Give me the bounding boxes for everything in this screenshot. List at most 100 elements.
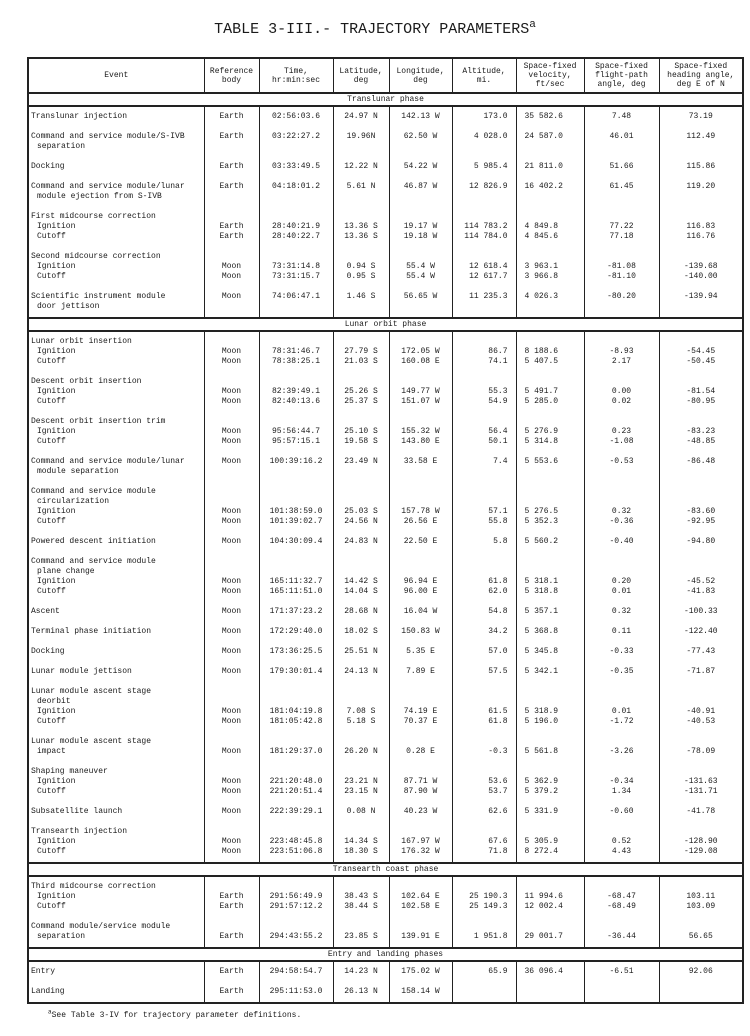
cell-velocity: 5 560.2	[515, 532, 585, 552]
cell-reference-body: Earth	[203, 232, 260, 247]
cell-reference-body	[203, 467, 260, 482]
table-row: Third midcourse correction	[27, 876, 744, 892]
cell-flight-path-angle: 0.23	[583, 427, 660, 437]
cell-flight-path-angle: 77.18	[583, 232, 660, 247]
cell-velocity	[515, 467, 585, 482]
cell-latitude	[332, 331, 390, 347]
cell-event: Lunar module jettison	[27, 662, 205, 682]
cell-reference-body: Moon	[203, 452, 260, 467]
cell-velocity	[515, 412, 585, 427]
cell-latitude: 18.02 S	[332, 622, 390, 642]
cell-time: 295:11:53.0	[258, 982, 334, 1003]
cell-reference-body: Moon	[203, 577, 260, 587]
cell-reference-body: Moon	[203, 287, 260, 302]
cell-latitude	[332, 247, 390, 262]
cell-heading-angle: -86.48	[658, 452, 744, 467]
table-row: Docking Moon 173:36:25.5 25.51 N 5.35 E 57.0 5…	[27, 642, 744, 662]
cell-reference-body: Earth	[203, 892, 260, 902]
cell-velocity	[515, 682, 585, 697]
cell-longitude	[388, 207, 453, 222]
cell-velocity: 8 188.6	[515, 347, 585, 357]
cell-longitude	[388, 876, 453, 892]
cell-flight-path-angle: 0.01	[583, 707, 660, 717]
cell-reference-body: Earth	[203, 932, 260, 948]
table-header-row: Event Reference body Time, hr:min:sec La…	[27, 57, 744, 94]
cell-event: Cutoff	[27, 357, 205, 372]
cell-reference-body	[203, 822, 260, 837]
footnote: aSee Table 3-IV for trajectory parameter…	[48, 1008, 750, 1021]
cell-time	[258, 142, 334, 157]
cell-latitude	[332, 732, 390, 747]
cell-longitude: 0.28 E	[388, 747, 453, 762]
cell-velocity	[515, 762, 585, 777]
cell-velocity: 24 587.0	[515, 127, 585, 142]
cell-flight-path-angle: -0.60	[583, 802, 660, 822]
cell-latitude	[332, 192, 390, 207]
cell-flight-path-angle	[583, 207, 660, 222]
cell-velocity: 5 352.3	[515, 517, 585, 532]
cell-time: 181:29:37.0	[258, 747, 334, 762]
cell-heading-angle: -78.09	[658, 747, 744, 762]
footnote-mark: a	[48, 1008, 52, 1016]
cell-velocity	[515, 982, 585, 1003]
table-row: Cutoff Moon 221:20:51.4 23.15 N 87.90 W 53.7 5…	[27, 787, 744, 802]
column-header-heading-angle: Space-fixed heading angle, deg E of N	[658, 57, 744, 94]
cell-altitude	[451, 412, 517, 427]
cell-event: Shaping maneuver	[27, 762, 205, 777]
cell-event: Entry	[27, 961, 205, 982]
cell-heading-angle	[658, 467, 744, 482]
cell-altitude	[451, 331, 517, 347]
cell-longitude	[388, 822, 453, 837]
cell-heading-angle: -83.23	[658, 427, 744, 437]
cell-longitude	[388, 302, 453, 318]
cell-reference-body: Earth	[203, 222, 260, 232]
cell-altitude: 50.1	[451, 437, 517, 452]
cell-heading-angle	[658, 497, 744, 507]
cell-latitude: 24.97 N	[332, 106, 390, 127]
cell-time: 74:06:47.1	[258, 287, 334, 302]
cell-event: Landing	[27, 982, 205, 1003]
column-header-event: Event	[27, 57, 205, 94]
cell-velocity: 5 276.5	[515, 507, 585, 517]
table-row: Command and service module/lunar Moon 100:…	[27, 452, 744, 467]
cell-longitude: 62.50 W	[388, 127, 453, 142]
cell-velocity	[515, 552, 585, 567]
cell-event: Third midcourse correction	[27, 876, 205, 892]
cell-latitude: 25.37 S	[332, 397, 390, 412]
cell-velocity	[515, 302, 585, 318]
cell-event: Cutoff	[27, 517, 205, 532]
cell-heading-angle	[658, 876, 744, 892]
cell-event: door jettison	[27, 302, 205, 318]
cell-time	[258, 331, 334, 347]
table-row: Lunar module ascent stage	[27, 732, 744, 747]
table-row: separation	[27, 142, 744, 157]
cell-longitude: 46.87 W	[388, 177, 453, 192]
cell-longitude: 160.08 E	[388, 357, 453, 372]
cell-altitude: 57.1	[451, 507, 517, 517]
cell-altitude: 34.2	[451, 622, 517, 642]
cell-heading-angle: -92.95	[658, 517, 744, 532]
cell-latitude: 19.58 S	[332, 437, 390, 452]
cell-reference-body	[203, 192, 260, 207]
cell-altitude: 74.1	[451, 357, 517, 372]
cell-flight-path-angle: -0.40	[583, 532, 660, 552]
table-row: Cutoff Moon 165:11:51.0 14.04 S 96.00 E 62.0 5…	[27, 587, 744, 602]
cell-velocity: 8 272.4	[515, 847, 585, 863]
cell-velocity	[515, 192, 585, 207]
cell-event: module ejection from S-IVB	[27, 192, 205, 207]
table-title-text: TABLE 3-III.- TRAJECTORY PARAMETERS	[214, 21, 530, 38]
cell-event: Ascent	[27, 602, 205, 622]
cell-reference-body	[203, 497, 260, 507]
cell-heading-angle: -122.40	[658, 622, 744, 642]
cell-heading-angle	[658, 567, 744, 577]
cell-time: 04:18:01.2	[258, 177, 334, 192]
cell-time: 165:11:32.7	[258, 577, 334, 587]
cell-heading-angle	[658, 302, 744, 318]
cell-velocity: 21 811.0	[515, 157, 585, 177]
cell-altitude: 57.5	[451, 662, 517, 682]
table-row: Cutoff Moon 223:51:06.8 18.30 S 176.32 W 71.8…	[27, 847, 744, 863]
cell-velocity: 5 318.1	[515, 577, 585, 587]
cell-time: 73:31:14.8	[258, 262, 334, 272]
cell-heading-angle: 116.83	[658, 222, 744, 232]
